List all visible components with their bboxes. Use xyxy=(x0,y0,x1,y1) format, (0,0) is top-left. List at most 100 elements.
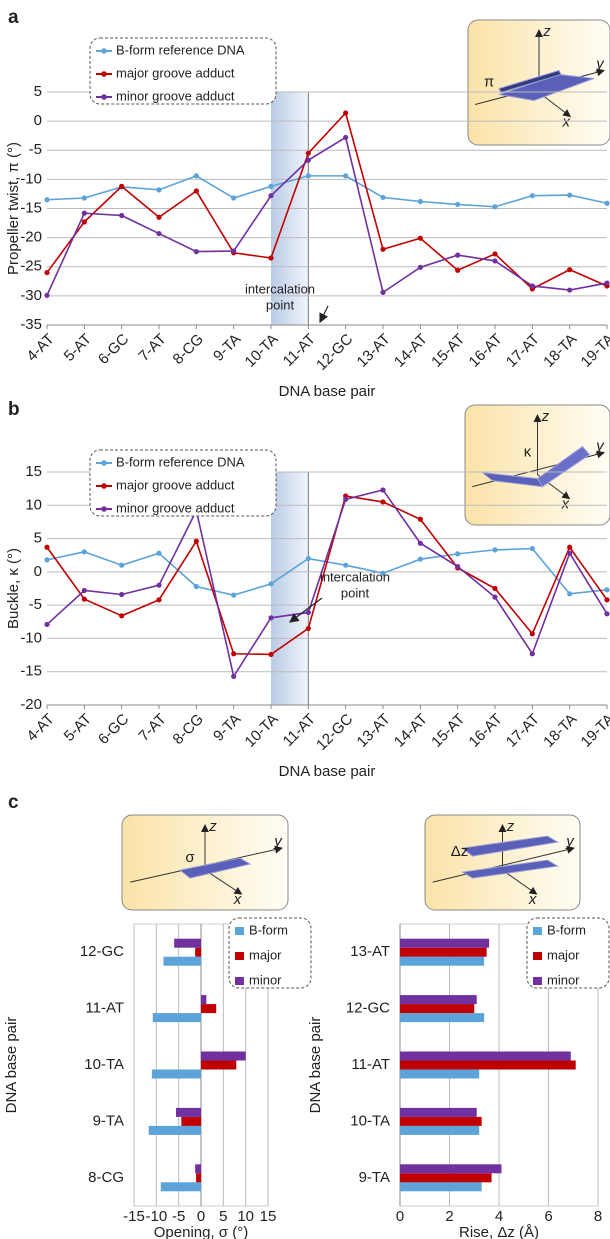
x-tick-label: 11-AT xyxy=(280,711,319,750)
data-point xyxy=(231,592,237,598)
data-point xyxy=(529,545,535,552)
series-line xyxy=(46,111,608,290)
data-point xyxy=(492,547,498,553)
data-point xyxy=(268,581,274,587)
bar xyxy=(400,1004,475,1014)
bar xyxy=(201,995,207,1005)
x-tick-label: 6-GC xyxy=(95,711,132,748)
x-axis-label: Opening, σ (°) xyxy=(154,1224,248,1239)
y-tick-label: 11-AT xyxy=(85,1000,124,1017)
data-point xyxy=(81,587,87,594)
y-tick-label: -15 xyxy=(20,199,42,216)
bar xyxy=(160,1182,201,1192)
data-point xyxy=(193,538,199,544)
inset-label: x xyxy=(561,113,570,130)
x-tick-label: 19-TA xyxy=(578,711,610,751)
y-tick-label: -30 xyxy=(20,287,42,304)
series-line xyxy=(46,174,608,208)
data-point xyxy=(156,230,162,237)
inset-label: y xyxy=(595,55,605,72)
data-point xyxy=(305,157,311,163)
data-point xyxy=(156,187,162,193)
data-point xyxy=(119,183,125,189)
legend-label: B-form reference DNA xyxy=(116,42,245,57)
x-tick-label: 13-AT xyxy=(354,711,394,751)
x-tick-label: 16-AT xyxy=(466,711,506,751)
data-point xyxy=(567,287,573,293)
legend-swatch xyxy=(533,927,542,935)
data-point xyxy=(492,258,498,264)
legend-marker xyxy=(101,48,107,54)
bar xyxy=(196,1173,201,1183)
y-tick-label: 13-AT xyxy=(350,943,390,960)
data-point xyxy=(417,198,423,205)
legend-marker xyxy=(101,483,107,489)
bar xyxy=(400,995,477,1005)
data-point xyxy=(492,251,498,257)
legend-marker xyxy=(101,460,107,466)
data-point xyxy=(81,549,87,555)
inset-label: z xyxy=(541,408,550,425)
data-point xyxy=(305,609,311,616)
data-point xyxy=(44,544,50,550)
legend-label: major groove adduct xyxy=(116,477,235,492)
bar xyxy=(195,947,201,957)
bar xyxy=(201,1060,237,1070)
data-point xyxy=(567,591,573,597)
legend-label: minor xyxy=(249,972,282,987)
data-point xyxy=(268,183,274,189)
y-tick-label: 12-GC xyxy=(80,943,124,960)
data-point xyxy=(305,625,311,632)
data-point xyxy=(231,195,237,201)
data-point xyxy=(604,611,610,617)
data-point xyxy=(193,249,199,255)
base-slab xyxy=(461,859,559,879)
legend-marker xyxy=(101,71,107,77)
x-tick-label: 19-TA xyxy=(578,331,610,371)
y-axis-label: DNA base pair xyxy=(307,1017,324,1114)
data-point xyxy=(567,544,573,550)
data-point xyxy=(529,651,535,657)
data-point xyxy=(44,292,50,298)
x-tick-label: 4 xyxy=(495,1208,503,1225)
inset-label: y xyxy=(595,438,605,455)
y-tick-label: -10 xyxy=(20,170,42,187)
data-point xyxy=(119,562,125,568)
panel-label: b xyxy=(8,399,20,420)
bar xyxy=(400,1164,502,1174)
legend-label: major groove adduct xyxy=(116,65,235,80)
inset-label: x xyxy=(528,891,537,908)
x-tick-label: 5-AT xyxy=(61,331,95,365)
x-tick-label: 7-AT xyxy=(135,711,169,745)
x-tick-label: 14-AT xyxy=(391,331,431,371)
data-point xyxy=(567,192,573,198)
legend-box xyxy=(89,449,277,517)
y-tick-label: 11-AT xyxy=(351,1056,390,1073)
data-point xyxy=(455,201,461,208)
bar xyxy=(152,1013,201,1023)
inset-label: y xyxy=(273,833,283,850)
base-slab xyxy=(536,445,591,488)
legend-label: B-form xyxy=(547,922,586,937)
data-point xyxy=(81,195,87,201)
bar xyxy=(151,1069,201,1079)
axis-x xyxy=(204,869,243,895)
data-point xyxy=(119,212,125,219)
data-point xyxy=(268,651,274,658)
legend-label: minor groove adduct xyxy=(116,88,235,103)
base-slab xyxy=(178,857,252,879)
inset-label: π xyxy=(484,73,494,90)
y-tick-label: -5 xyxy=(29,596,42,613)
legend-label: B-form xyxy=(249,922,288,937)
y-axis-label: DNA base pair xyxy=(3,1017,20,1114)
data-point xyxy=(380,570,386,576)
data-point xyxy=(417,556,423,562)
intercalation-band xyxy=(271,472,309,705)
data-point xyxy=(343,173,349,179)
bar xyxy=(400,1051,571,1061)
data-point xyxy=(455,563,461,570)
legend-label: minor groove adduct xyxy=(116,500,235,515)
bar xyxy=(400,938,490,948)
data-point xyxy=(305,173,311,179)
data-point xyxy=(156,550,162,556)
